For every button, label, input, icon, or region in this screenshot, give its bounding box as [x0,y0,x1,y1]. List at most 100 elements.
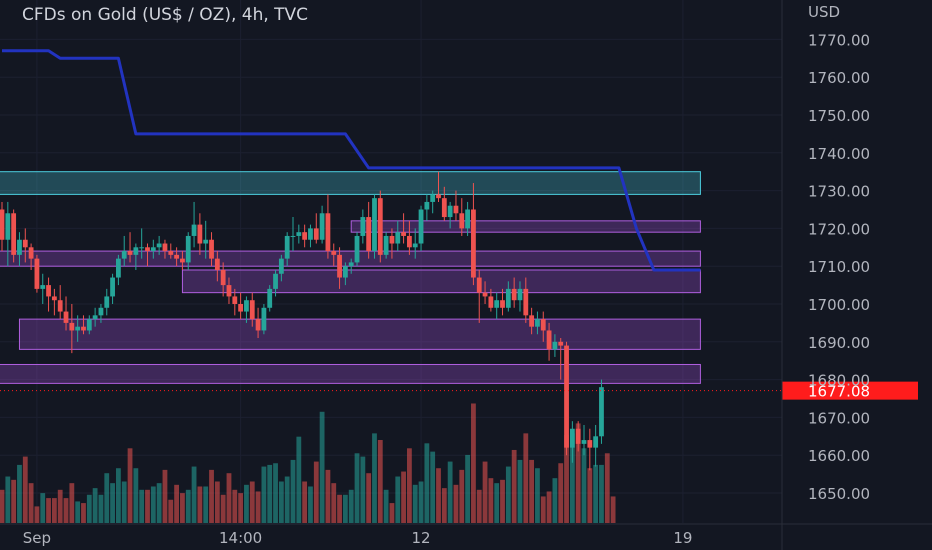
chart-title: CFDs on Gold (US$ / OZ), 4h, TVC [22,5,309,25]
candle-body [395,232,401,244]
candle-body [558,341,564,346]
volume-bar [424,443,430,523]
volume-bar [86,494,92,523]
volume-bars [0,403,616,523]
candle-body [500,300,505,308]
volume-bar [40,493,46,523]
price-tick-label: 1750.00 [808,107,870,125]
candle-body [465,209,470,229]
candle-body [412,243,418,248]
candle-body [203,239,209,244]
candle-body [325,213,331,252]
candle-body [232,296,238,304]
candle-body [261,307,267,331]
candle-body [517,288,523,301]
volume-bar [110,483,115,523]
volume-bar [168,499,174,523]
volume-bar [290,459,296,523]
candle-body [319,213,325,240]
currency-label: USD [808,3,841,21]
volume-bar [57,489,63,523]
candle-body [436,194,441,199]
volume-bar [377,440,383,523]
level-line [2,49,701,272]
volume-bar [558,463,564,523]
volume-bar [156,483,162,523]
volume-bar [401,471,406,523]
volume-bar [232,489,238,523]
zone-box [181,269,701,294]
candle-body [5,213,11,240]
candle-body [366,217,372,252]
candle-body [360,217,366,236]
volume-bar [441,488,447,523]
volume-bar [81,503,86,523]
volume-bar [11,479,17,523]
candle-body [587,440,593,448]
candle-body [482,292,488,297]
volume-bar [337,494,342,523]
volume-bar [412,484,418,523]
candle-body [441,198,447,218]
volume-bar [436,468,441,523]
volume-bar [244,484,249,523]
price-tick-label: 1720.00 [808,220,870,238]
candle-body [17,239,22,255]
last-price: 1677.08 [0,381,918,401]
volume-bar [313,461,319,523]
time-axis[interactable]: Sep 14:00 12 19 [0,523,932,547]
candle-body [535,319,540,327]
volume-bar [17,464,22,523]
candle-body [476,277,482,293]
candle-body [540,319,546,331]
candle-body [92,315,98,320]
price-axis[interactable]: 1650.00 1660.00 1670.00 1680.00 1690.00 1700.… [781,0,870,550]
candle-body [308,228,313,240]
candle-body [505,288,511,308]
candle-body [150,247,156,252]
volume-bar [191,466,197,523]
volume-bar [331,483,337,523]
volume-bar [407,448,412,523]
volume-bar [366,473,372,523]
time-tick-label: 19 [673,529,692,547]
volume-bar [511,449,517,523]
volume-bar [296,436,302,523]
volume-bar [319,411,325,523]
candle-body [494,300,500,308]
candle-body [529,315,535,327]
volume-bar [127,448,133,523]
grid [0,0,782,523]
volume-bar [482,461,488,523]
last-price-badge [782,381,918,400]
price-tick-label: 1710.00 [808,258,870,276]
candle-body [168,251,174,255]
volume-bar [360,456,366,523]
candle-body [226,285,232,297]
price-tick-label: 1660.00 [808,447,870,465]
candle-body [162,243,168,252]
volume-bar [174,484,179,523]
candle-body [191,224,197,236]
volume-bar [203,486,209,523]
candle-body [174,254,179,259]
candle-body [255,319,261,331]
candles [0,171,604,471]
candle-body [459,213,465,229]
volume-bar [46,498,51,523]
volume-bar [209,469,214,523]
volume-bar [302,481,308,523]
volume-bar [354,453,360,523]
volume-bar [28,483,34,523]
time-tick-label: 14:00 [219,529,262,547]
candle-body [86,319,92,331]
volume-bar [150,486,156,523]
candle-body [156,243,162,248]
candle-body [302,232,308,240]
volume-bar [278,481,284,523]
volume-bar [564,435,569,523]
volume-bar [535,468,540,523]
candle-body [313,228,319,240]
candle-body [372,198,377,252]
